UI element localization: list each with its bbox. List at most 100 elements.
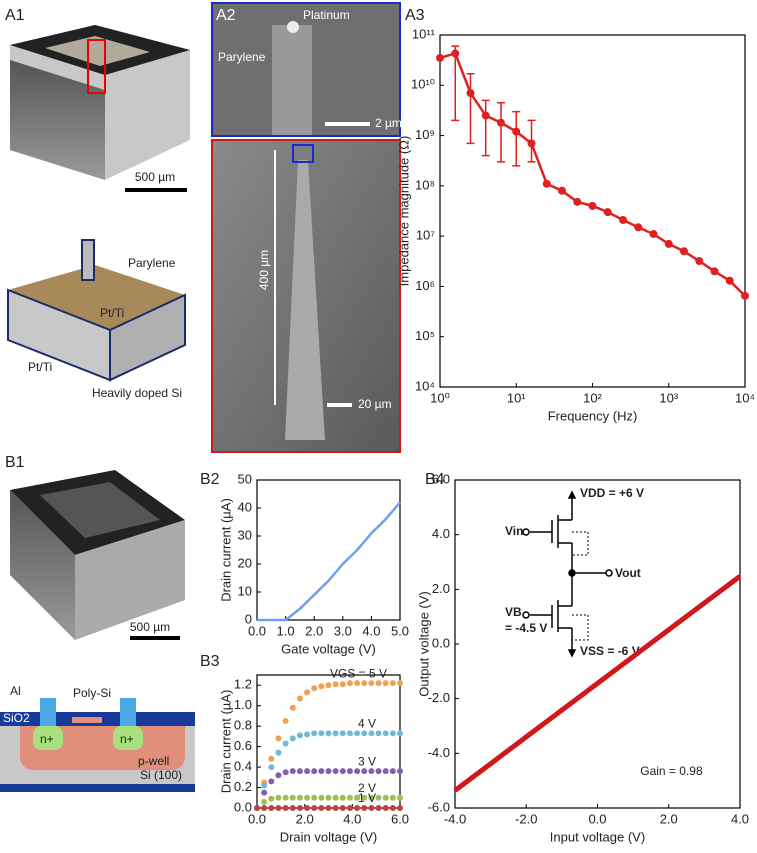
error-bar <box>451 45 460 122</box>
point <box>361 794 368 801</box>
schematic-label: SiO2 <box>3 711 30 725</box>
error-bar <box>512 110 521 167</box>
schematic-label: Heavily doped Si <box>92 386 182 400</box>
b1-photo <box>10 470 185 640</box>
point <box>275 735 282 742</box>
y-tick-label: 0.4 <box>234 759 252 774</box>
point <box>339 730 346 737</box>
point <box>368 730 375 737</box>
a2-sem-bottom <box>211 139 401 453</box>
y-tick-label: 0.8 <box>234 718 252 733</box>
point <box>325 805 332 811</box>
y-tick-label: 0.0 <box>432 635 450 650</box>
point <box>649 230 658 239</box>
point <box>397 730 403 737</box>
point <box>304 794 311 801</box>
point <box>325 768 332 775</box>
point <box>282 794 289 801</box>
plot-frame <box>439 34 746 388</box>
panel-label: A2 <box>216 7 236 24</box>
point <box>332 730 339 737</box>
point <box>332 768 339 775</box>
point <box>634 223 643 232</box>
schematic-label: Pt/Ti <box>28 360 52 374</box>
point <box>588 201 597 210</box>
line <box>257 501 401 622</box>
panel-label: B1 <box>5 454 25 471</box>
y-tick-label: 4.0 <box>432 526 450 541</box>
series-label: 1 V <box>358 791 376 805</box>
point <box>304 689 311 696</box>
point <box>311 685 318 692</box>
point <box>375 730 382 737</box>
scale-label: 500 µm <box>135 170 175 184</box>
circuit <box>522 490 613 658</box>
point <box>289 805 296 811</box>
point <box>261 798 268 805</box>
point <box>332 681 339 688</box>
circuit-label: Vout <box>615 566 641 580</box>
y-tick-label: 2.0 <box>432 581 450 596</box>
point <box>346 768 353 775</box>
point <box>603 208 612 217</box>
y-tick-label: 10¹⁰ <box>411 77 435 92</box>
point <box>695 257 704 266</box>
schematic-label: p-well <box>138 754 169 768</box>
point <box>361 768 368 775</box>
circuit-label: VDD = +6 V <box>580 486 644 500</box>
point <box>680 247 689 256</box>
y-tick-label: 0 <box>245 611 252 626</box>
point <box>382 730 389 737</box>
point <box>318 730 325 737</box>
point <box>368 680 375 687</box>
y-tick-label: 10 <box>238 583 252 598</box>
series-label: VGS = 5 V <box>330 666 387 680</box>
point <box>375 680 382 687</box>
point <box>261 789 268 796</box>
point <box>346 730 353 737</box>
point <box>339 681 346 688</box>
point <box>339 805 346 811</box>
point <box>397 805 403 811</box>
panel-label: B3 <box>200 653 220 670</box>
point <box>346 794 353 801</box>
x-tick-label: 10³ <box>659 390 678 405</box>
plot-frame <box>256 479 401 621</box>
y-tick-label: 10¹¹ <box>412 26 436 41</box>
point <box>311 730 318 737</box>
point <box>619 215 628 224</box>
point <box>368 794 375 801</box>
point <box>573 197 582 206</box>
a1-photo <box>10 25 190 192</box>
schematic-label: Parylene <box>128 256 176 270</box>
point <box>354 730 361 737</box>
y-tick-label: 10⁸ <box>415 177 435 192</box>
point <box>289 704 296 711</box>
a1-schematic <box>7 239 186 382</box>
y-tick-label: 10⁶ <box>415 278 435 293</box>
point <box>304 731 311 738</box>
point <box>282 769 289 776</box>
point <box>512 127 521 136</box>
y-tick-label: 0.6 <box>234 738 252 753</box>
x-tick-label: -2.0 <box>515 811 537 826</box>
x-axis-title: Frequency (Hz) <box>548 408 638 423</box>
error-bar <box>481 99 490 157</box>
point <box>397 680 403 687</box>
point <box>289 735 296 742</box>
y-tick-label: 10⁴ <box>415 378 435 393</box>
panel-label: B4 <box>425 471 445 488</box>
series-label: 4 V <box>358 716 376 730</box>
scale-label: 20 µm <box>358 397 392 411</box>
x-tick-label: 0.0 <box>248 811 266 826</box>
point <box>275 749 282 756</box>
point <box>268 755 275 762</box>
point <box>268 764 275 771</box>
point <box>361 730 368 737</box>
x-tick-label: 2.0 <box>296 811 314 826</box>
point <box>382 680 389 687</box>
point <box>289 768 296 775</box>
point <box>311 768 318 775</box>
point <box>282 740 289 747</box>
x-tick-label: 4.0 <box>343 811 361 826</box>
